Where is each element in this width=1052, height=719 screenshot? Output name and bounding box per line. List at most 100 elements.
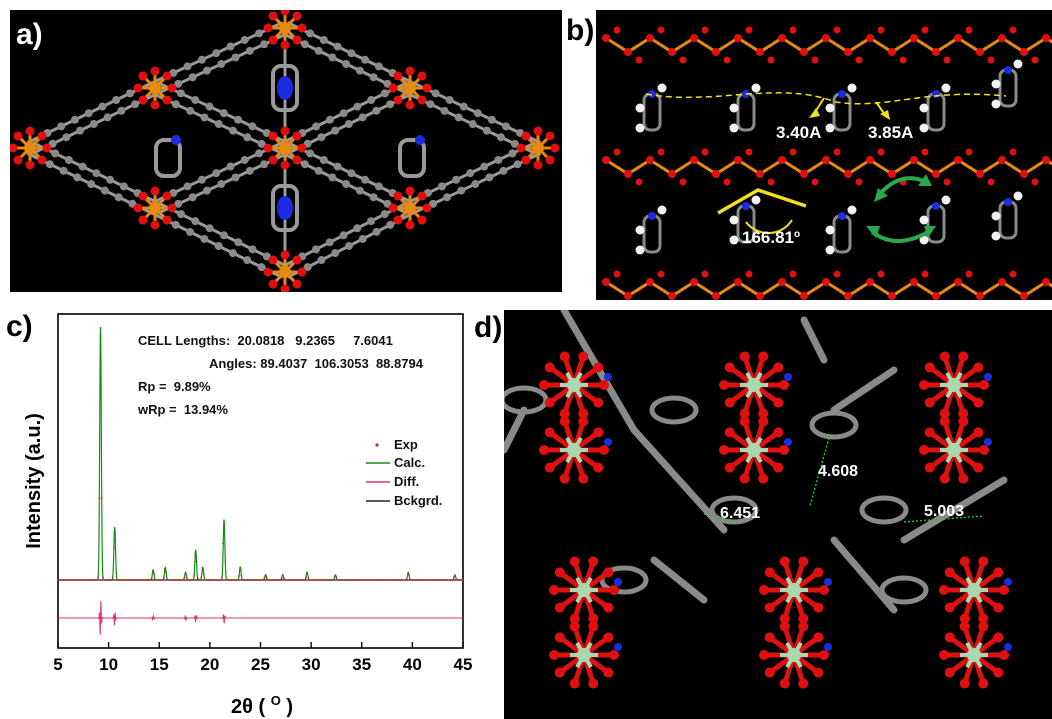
metal-center — [279, 266, 291, 278]
oxygen-atom — [405, 100, 415, 110]
exp-point — [454, 574, 457, 577]
oxygen-atom — [833, 270, 841, 278]
chain-bond — [869, 158, 893, 176]
carbon-atom — [367, 217, 376, 226]
carbon-atom — [62, 133, 71, 142]
oxygen-atom — [388, 83, 398, 93]
hydrogen-atom — [635, 103, 645, 113]
exp-point — [201, 566, 204, 569]
oxygen-atom — [599, 445, 609, 455]
oxygen-atom — [745, 270, 753, 278]
carbon-atom — [314, 46, 323, 55]
oxygen-atom — [932, 292, 940, 300]
exp-point — [162, 577, 165, 580]
carbon-atom — [325, 115, 334, 124]
oxygen-atom — [993, 602, 1004, 613]
chain-bond — [715, 280, 739, 298]
linker-chain — [630, 426, 728, 534]
rotation-arrow-1 — [876, 176, 927, 198]
nitrogen-atom — [984, 438, 992, 446]
oxygen-atom — [778, 34, 786, 42]
carbon-atom — [306, 149, 315, 158]
carbon-atom — [317, 133, 326, 142]
oxygen-atom — [819, 650, 829, 660]
oxygen-atom — [133, 203, 143, 213]
carbon-atom — [217, 60, 226, 69]
oxygen-atom — [764, 567, 775, 578]
wrp-text: wRp = 13.94% — [137, 402, 228, 417]
oxygen-atom — [280, 10, 290, 16]
carbon-atom — [177, 210, 186, 219]
carbon-atom — [347, 169, 356, 178]
chain-bond — [605, 280, 629, 298]
oxygen-atom — [588, 678, 599, 689]
oxygen-atom — [1042, 156, 1050, 164]
xrd-chart: 5 10 15 20 25 30 35 40 45 CELL Lengths: 20.0818 … — [23, 313, 473, 718]
exp-point — [102, 576, 104, 579]
carbon-atom — [214, 242, 223, 251]
nitrogen-atom — [604, 373, 612, 381]
exp-point — [453, 576, 455, 578]
carbon-atom — [372, 106, 381, 115]
carbon-atom — [328, 53, 337, 62]
chain-bond — [957, 158, 981, 176]
oxygen-atom — [701, 26, 709, 34]
metal-center — [967, 583, 981, 597]
exp-point — [165, 571, 168, 574]
metal-center — [747, 378, 761, 392]
chain-bond — [671, 280, 695, 298]
hydrogen-atom — [825, 123, 835, 133]
hydrogen-atom — [941, 83, 951, 93]
oxygen-atom — [939, 416, 950, 427]
oxygen-atom — [417, 95, 427, 105]
oxygen-atom — [773, 362, 784, 373]
x-tick-label: 45 — [454, 655, 473, 674]
oxygen-atom — [554, 567, 565, 578]
oxygen-atom — [559, 473, 570, 484]
oxygen-atom — [998, 156, 1006, 164]
oxygen-atom — [550, 143, 560, 153]
chain-bond — [781, 36, 805, 54]
oxygen-atom — [877, 148, 885, 156]
hydrogen-atom — [825, 103, 835, 113]
ring — [736, 92, 756, 132]
oxygen-atom — [533, 160, 543, 170]
carbon-atom — [312, 122, 321, 131]
ring — [642, 214, 662, 254]
hydrogen-atom — [657, 83, 667, 93]
carbon-atom — [369, 193, 378, 202]
oxygen-atom — [779, 678, 790, 689]
oxygen-atom — [268, 255, 278, 265]
carbon-atom — [257, 263, 266, 272]
legend-diff-label: Diff. — [394, 474, 419, 489]
carbon-atom — [188, 73, 197, 82]
metal-center — [567, 443, 581, 457]
carbon-atom — [103, 113, 112, 122]
oxygen-atom — [924, 397, 935, 408]
exp-point — [404, 579, 407, 581]
hydrogen-atom — [657, 205, 667, 215]
ring — [926, 92, 946, 132]
oxygen-atom — [888, 48, 896, 56]
carbon-atom — [255, 29, 264, 38]
oxygen-atom — [297, 267, 307, 277]
chain-bond — [913, 158, 937, 176]
oxygen-atom — [533, 126, 543, 136]
carbon-atom — [480, 162, 489, 171]
oxygen-atom — [162, 71, 172, 81]
panel-d-label: d) — [474, 311, 503, 344]
chain-bond — [803, 36, 827, 54]
chain-bond — [825, 280, 849, 298]
phenyl-ring — [879, 575, 929, 605]
panel-b-image: 3.40A 3.85A 166.81o — [596, 10, 1052, 300]
oxygen-atom — [773, 427, 784, 438]
oxygen-atom — [624, 48, 632, 56]
carbon-atom — [459, 102, 468, 111]
chain-bond — [979, 158, 1003, 176]
chain-bond — [605, 158, 629, 176]
oxygen-atom — [516, 143, 526, 153]
metal-center — [787, 648, 801, 662]
oxygen-atom — [603, 667, 614, 678]
carbon-atom — [358, 234, 367, 243]
hydrogen-atom — [635, 123, 645, 133]
